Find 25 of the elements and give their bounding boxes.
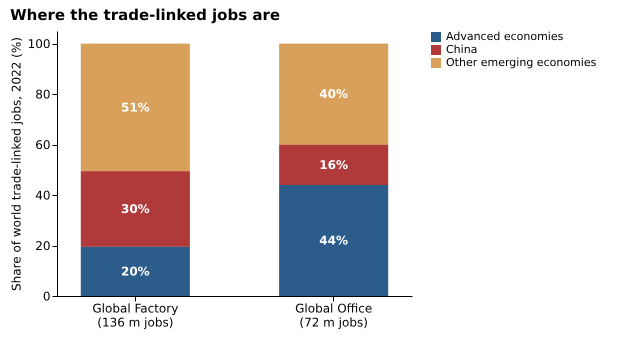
y-tick-label: 0 [42, 290, 50, 304]
bar [80, 44, 190, 172]
data-label: 40% [319, 87, 348, 102]
bar [279, 144, 388, 185]
data-label: 44% [319, 233, 348, 248]
y-tick-label: 60 [35, 138, 50, 152]
y-tick-label: 40 [35, 188, 50, 203]
x-tick-label: Global Factory (136 m jobs) [92, 302, 178, 330]
bar [279, 44, 388, 145]
legend-label: Advanced economies [446, 30, 564, 43]
y-axis-title: Share of world trade-linked jobs, 2022 (%) [10, 37, 24, 291]
chart-title: Where the trade-linked jobs are [10, 6, 280, 24]
y-tick-label: 100 [28, 37, 50, 52]
y-tick-label: 80 [35, 88, 50, 102]
data-label: 16% [319, 158, 348, 172]
data-label: 20% [120, 264, 150, 278]
data-label: 51% [120, 100, 150, 114]
bar [80, 171, 190, 247]
bar [80, 246, 190, 296]
legend-label: China [446, 43, 478, 56]
data-label: 30% [120, 202, 150, 216]
bar [279, 184, 388, 296]
legend-label: Other emerging economies [446, 56, 597, 69]
y-tick-label: 20 [35, 239, 50, 254]
x-tick-label: Global Office (72 m jobs) [295, 302, 372, 330]
